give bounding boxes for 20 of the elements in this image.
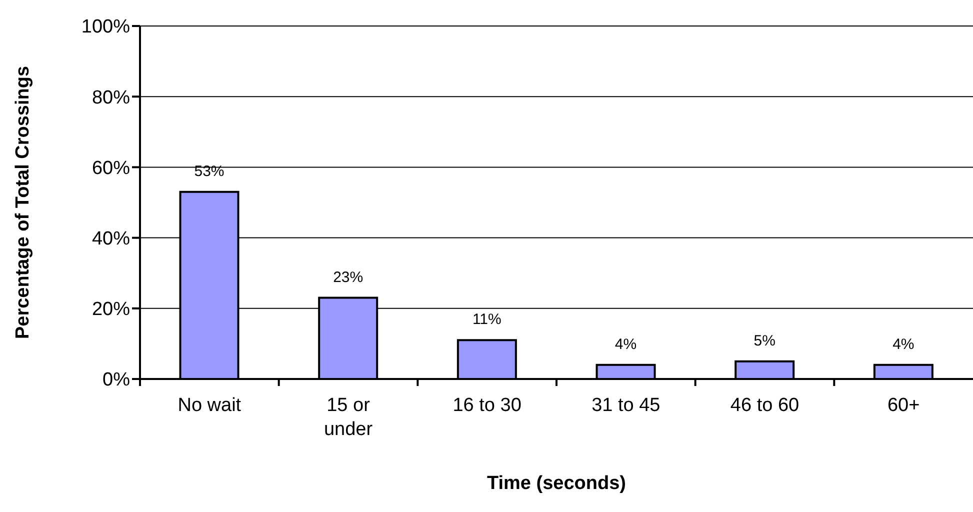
y-tick-label: 0% xyxy=(102,370,130,391)
y-tick-label: 40% xyxy=(92,228,130,250)
y-axis-title: Percentage of Total Crossings xyxy=(12,66,34,340)
data-label: 11% xyxy=(472,311,502,328)
data-label: 4% xyxy=(892,336,914,353)
x-tick-label: 46 to 60 xyxy=(730,395,800,416)
x-tick-label: 60+ xyxy=(887,395,920,416)
data-label: 5% xyxy=(754,332,776,350)
x-tick-label: 15 or under xyxy=(324,395,374,440)
x-tick-label: 16 to 30 xyxy=(452,395,522,416)
data-label: 53% xyxy=(194,162,224,180)
data-label: 23% xyxy=(333,268,364,286)
y-tick-label: 20% xyxy=(92,299,130,320)
y-tick-label: 80% xyxy=(92,87,130,108)
x-tick-label: No wait xyxy=(178,395,242,416)
data-label: 4% xyxy=(614,336,637,353)
x-tick-label: 31 to 45 xyxy=(592,395,660,416)
y-tick-label: 60% xyxy=(92,158,130,179)
y-tick-label: 100% xyxy=(81,16,130,38)
x-axis-title: Time (seconds) xyxy=(486,473,626,494)
